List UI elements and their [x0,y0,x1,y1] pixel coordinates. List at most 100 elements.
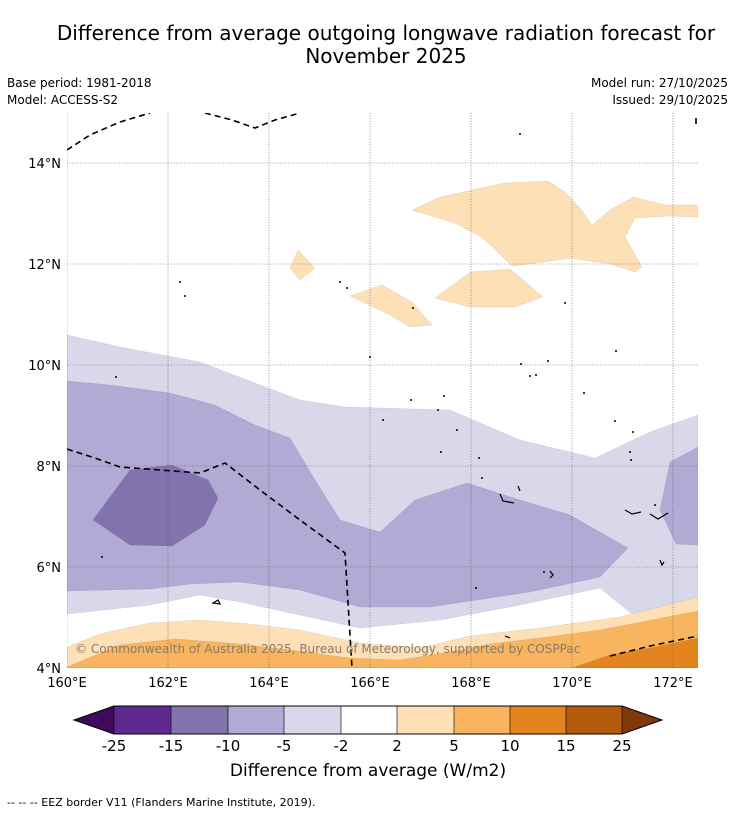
field-n10-n5-east [659,446,698,546]
anomaly-fields [67,113,698,668]
island [481,477,483,479]
colorbar-tick: 2 [392,737,402,755]
island [410,399,412,401]
colorbar-bin [566,706,622,734]
field-n15-n10 [92,464,219,547]
meta-left: Base period: 1981-2018 Model: ACCESS-S2 [7,75,152,109]
colorbar-tick-labels: -25 -15 -10 -5 -2 2 5 10 15 25 [102,737,632,755]
colorbar-tick: 25 [612,737,631,755]
atoll-outline [517,485,521,492]
island [630,459,632,461]
y-tick-label: 10°N [28,359,61,374]
island [443,395,445,397]
atoll-outline [659,559,665,567]
island [583,392,585,394]
field-p2-p5-patch-1 [434,268,544,308]
colorbar-tick: -2 [334,737,349,755]
title-line-1: Difference from average outgoing longwav… [56,21,716,45]
island [529,375,531,377]
field-p10-p15-south [571,637,698,668]
copyright-text: © Commonwealth of Australia 2025, Bureau… [75,642,580,656]
x-tick-label: 168°E [451,676,491,691]
colorbar-label: Difference from average (W/m2) [229,761,507,781]
colorbar-bin [341,706,397,734]
graticule [67,113,698,668]
island [519,133,521,135]
issued-date: Issued: 29/10/2025 [612,93,728,107]
atoll-outline [624,509,642,515]
island [543,571,545,573]
colorbar-bin [509,705,567,735]
colorbar-tick: 5 [449,737,459,755]
colorbar-separators [113,706,623,734]
island [184,295,186,297]
y-tick-label: 14°N [28,157,61,172]
field-p2-p5-patch-2 [349,284,433,328]
eez-border-west [67,448,353,668]
field-p2-p5-north [411,180,698,273]
colorbar-extend-high [622,706,662,734]
x-tick-label: 166°E [350,676,390,691]
colorbar-bin [114,706,171,734]
colorbar-bin [453,705,511,735]
colorbar-tick: 15 [556,737,575,755]
y-tick-label: 12°N [28,258,61,273]
x-tick-label: 172°E [653,676,693,691]
island [412,307,414,309]
colorbar-bin [396,705,455,735]
x-tick-label: 160°E [47,676,87,691]
eez-border-north [67,113,301,151]
island [382,419,384,421]
base-period: Base period: 1981-2018 [7,76,152,90]
island [115,376,117,378]
x-tick-label: 164°E [249,676,289,691]
island [564,302,566,304]
field-n10-n5 [67,380,629,608]
island [369,356,371,358]
field-p5-p10-south [67,610,698,668]
y-tick-label: 8°N [37,460,62,475]
y-tick-label: 4°N [37,662,62,677]
colorbar-extend-low [74,706,114,734]
island [535,374,537,376]
island [629,451,631,453]
island [440,451,442,453]
model-run: Model run: 27/10/2025 [590,76,728,90]
footnote-eez: -- -- -- EEZ border V11 (Flanders Marine… [7,796,316,809]
colorbar-bin [170,705,229,735]
x-tick-label: 162°E [148,676,188,691]
island [456,429,458,431]
eez-border-southeast [609,635,698,657]
eez-borders [67,113,698,668]
y-tick-label: 6°N [37,561,62,576]
island [520,363,522,365]
island [654,504,656,506]
axis-tick-labels: 160°E 162°E 164°E 166°E 168°E 170°E 172°… [28,157,693,691]
island [475,587,477,589]
island [437,409,439,411]
atoll-outline [499,493,515,504]
colorbar-bin [227,705,285,735]
model-name: Model: ACCESS-S2 [7,93,119,107]
atoll-outline [649,512,669,520]
island [478,457,480,459]
meta-right: Model run: 27/10/2025 Issued: 29/10/2025 [591,75,728,109]
colorbar-tick: -5 [277,737,292,755]
island [179,281,181,283]
island [614,420,616,422]
chart-title: Difference from average outgoing longwav… [0,22,736,68]
atoll-outline [549,570,554,579]
island [615,350,617,352]
colorbar-tick: 10 [500,737,519,755]
island [632,431,634,433]
field-p2-p5-patch-3 [289,249,316,281]
x-tick-label: 170°E [552,676,592,691]
islands [101,133,669,639]
title-line-2: November 2025 [305,44,467,68]
island [547,360,549,362]
colorbar-bin [283,705,342,735]
atoll-outline [211,599,222,605]
atoll-outline [504,635,511,639]
colorbar-tick: -15 [159,737,184,755]
